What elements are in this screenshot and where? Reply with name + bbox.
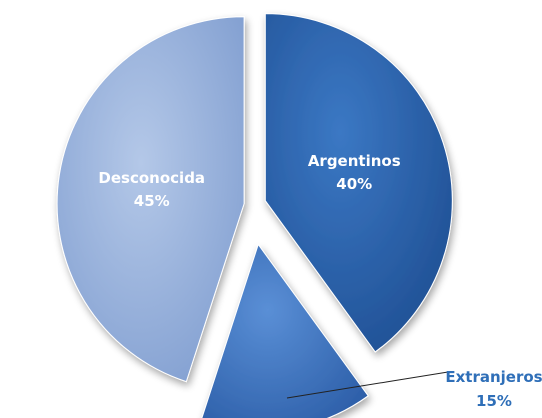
- slice-value-extranjeros: 15%: [476, 392, 512, 410]
- slice-label-desconocida: Desconocida: [98, 169, 205, 187]
- pie-slices: [56, 13, 453, 418]
- pie-slice-extranjeros: [201, 243, 369, 418]
- slice-label-extranjeros: Extranjeros: [445, 368, 542, 386]
- slice-label-argentinos: Argentinos: [308, 152, 401, 170]
- slice-value-desconocida: 45%: [134, 192, 170, 210]
- slice-value-argentinos: 40%: [336, 175, 372, 193]
- pie-labels: Argentinos 40% Extranjeros 15% Desconocida 45…: [98, 152, 542, 410]
- leader-line-extranjeros: [286, 371, 449, 399]
- pie-slice-desconocida: [56, 16, 245, 383]
- pie-slice-argentinos: [264, 13, 453, 353]
